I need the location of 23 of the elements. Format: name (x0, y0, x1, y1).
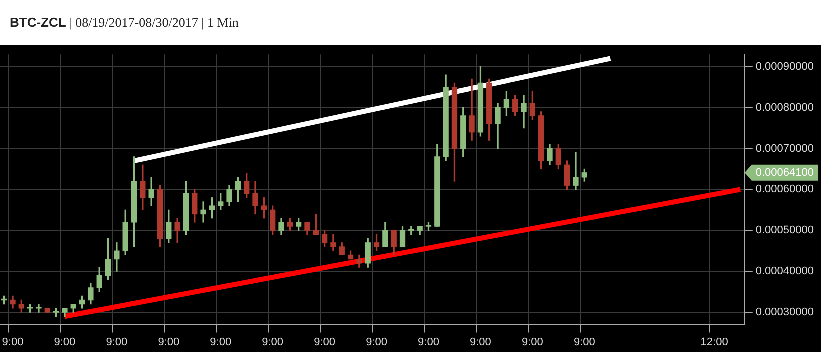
x-tick-label: 9:00 (574, 336, 596, 348)
y-tick-label: 0.00030000 (756, 306, 814, 319)
x-tick-label: 12:00 (700, 336, 728, 348)
x-tick-label: 9:00 (470, 336, 492, 348)
y-tick-label: 0.00050000 (756, 224, 814, 237)
y-tick-label: 0.00060000 (756, 184, 814, 196)
chart-title: BTC-ZCL | 08/19/2017-08/30/2017 | 1 Min (10, 14, 239, 30)
y-tick-label: 0.00070000 (756, 142, 814, 155)
x-tick-label: 9:00 (262, 336, 284, 348)
x-tick-label: 9:00 (54, 336, 76, 348)
x-tick-label: 9:00 (2, 336, 24, 348)
x-tick-label: 9:00 (106, 336, 128, 348)
x-tick-label: 9:00 (418, 336, 440, 348)
text: 0.00064100 (756, 166, 814, 179)
y-tick-label: 0.00040000 (756, 266, 814, 278)
x-tick-label: 9:00 (314, 336, 336, 348)
y-tick-label: 0.00080000 (756, 102, 814, 114)
candlestick (44, 308, 50, 313)
x-tick-label: 9:00 (522, 336, 544, 348)
y-tick-label: 0.00090000 (756, 60, 814, 73)
x-tick-label: 9:00 (210, 336, 232, 348)
x-tick-label: 9:00 (158, 336, 180, 348)
x-tick-label: 9:00 (366, 336, 388, 348)
